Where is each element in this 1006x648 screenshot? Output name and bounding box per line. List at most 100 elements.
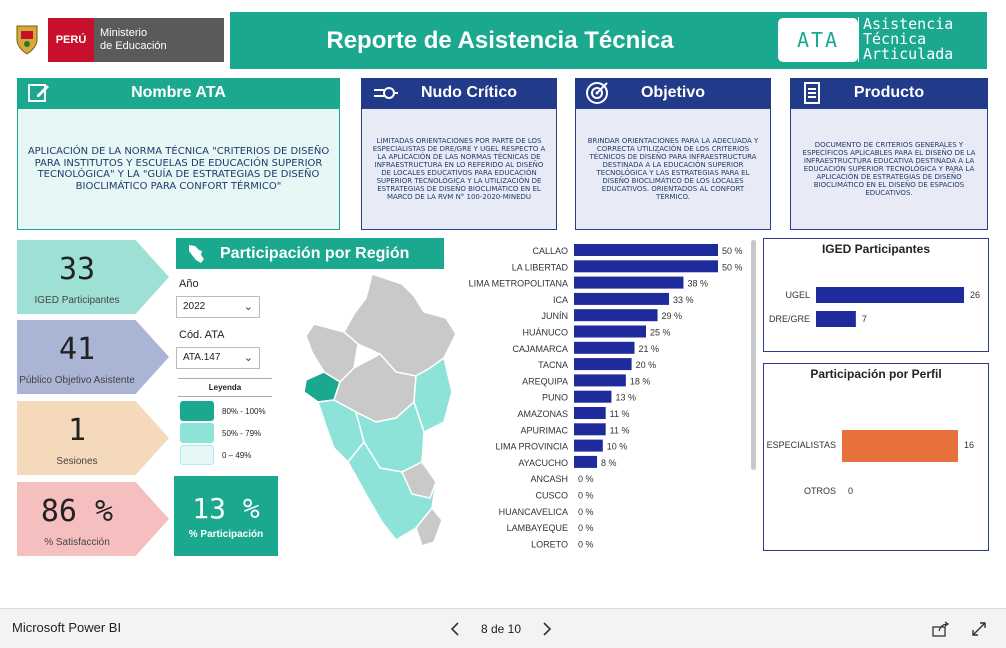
bar-category-label: ICA: [553, 295, 568, 305]
legend-swatch: [180, 401, 214, 421]
bar-value-label: 7: [862, 314, 867, 324]
ata-full-line: Asistencia: [863, 15, 954, 33]
bar-category-label: TACNA: [538, 360, 568, 370]
bar-value-label: 11 %: [610, 425, 630, 435]
kpi-iged-participantes: 33 IGED Participantes: [17, 240, 169, 314]
bar: [574, 292, 670, 305]
bar-category-label: HUÁNUCO: [522, 328, 568, 338]
bar-category-label: LA LIBERTAD: [512, 262, 569, 272]
ata-code-dropdown[interactable]: ATA.147 ⌄: [176, 347, 260, 369]
iged-panel: IGED Participantes UGEL 26 DRE/GRE 7: [763, 238, 989, 352]
kpi-label: Público Objetivo Asistente: [19, 375, 135, 386]
bar: [574, 439, 603, 452]
ata-badge: ATA: [778, 18, 858, 62]
participation-value: 13 %: [192, 492, 260, 525]
year-filter-label: Año: [179, 278, 199, 290]
bar-value-label: 38 %: [687, 279, 708, 289]
bar: [842, 430, 958, 462]
bar-value-label: 16: [964, 440, 974, 450]
ata-code-value: ATA.147: [183, 352, 221, 363]
bar: [816, 311, 856, 327]
map-icon: [189, 245, 204, 263]
target-icon: [586, 82, 608, 104]
page-navigator: 8 de 10: [446, 617, 556, 641]
share-button[interactable]: [932, 619, 950, 639]
kpi-value: 33: [58, 252, 96, 287]
year-dropdown[interactable]: 2022 ⌄: [176, 296, 260, 318]
bar-category-label: CALLAO: [532, 246, 568, 256]
bar-value-label: 33 %: [673, 295, 694, 305]
bar-category-label: CUSCO: [535, 491, 568, 501]
bar-value-label: 8 %: [601, 458, 617, 468]
legend-label: 80% - 100%: [222, 407, 266, 416]
bar-value-label: 50 %: [722, 262, 743, 272]
card-title: Nombre ATA: [131, 84, 226, 101]
expand-icon: [972, 622, 986, 636]
bar: [574, 325, 646, 338]
iged-panel-title: IGED Participantes: [821, 242, 931, 256]
card-header-producto: Producto: [790, 78, 988, 108]
kpi-value: 41: [58, 332, 96, 367]
kpi-satisfaccion: 86 % % Satisfacción: [17, 482, 169, 556]
card-body-nudo: LIMITADAS ORIENTACIONES POR PARTE DE LOS…: [361, 108, 557, 230]
bar-category-label: JUNÍN: [542, 311, 569, 321]
bar: [574, 244, 718, 256]
bar: [574, 407, 606, 419]
bar-value-label: 0 %: [578, 539, 594, 549]
year-dropdown-value: 2022: [183, 301, 206, 312]
bar-category-label: HUANCAVELICA: [499, 507, 568, 517]
bar-category-label: AMAZONAS: [517, 409, 568, 419]
card-body-objetivo: BRINDAR ORIENTACIONES PARA LA ADECUADA Y…: [575, 108, 771, 230]
bar: [574, 390, 612, 403]
bar-value-label: 0 %: [578, 523, 594, 533]
bar-category-label: DRE/GRE: [769, 314, 810, 324]
page-title: Reporte de Asistencia Técnica: [326, 26, 674, 54]
ministry-logo: PERÚ Ministerio de Educación: [6, 18, 224, 62]
fullscreen-button[interactable]: [970, 619, 988, 639]
bar-value-label: 11 %: [610, 409, 630, 419]
bar-value-label: 29 %: [662, 311, 683, 321]
bar-value-label: 21 %: [638, 344, 659, 354]
iged-chart-svg: UGEL 26 DRE/GRE 7: [769, 287, 980, 327]
chevron-left-icon: [450, 622, 459, 636]
bar: [574, 341, 635, 354]
ministry-name: Ministerio de Educación: [94, 27, 167, 53]
bar-category-label: APURIMAC: [520, 425, 568, 435]
ministry-line2: de Educación: [100, 40, 167, 52]
bar: [574, 358, 632, 371]
legend-divider: [178, 396, 272, 397]
card-body-producto: DOCUMENTO DE CRITERIOS GENERALES Y ESPEC…: [790, 108, 988, 230]
card-title: Nudo Crítico: [421, 84, 517, 101]
kpi-value: 86 %: [40, 494, 114, 529]
kpi-label: IGED Participantes: [34, 295, 120, 306]
bar-value-label: 26: [970, 290, 980, 300]
bar-category-label: AYACUCHO: [518, 458, 568, 468]
share-icon: [932, 621, 950, 637]
legend-title: Leyenda: [208, 383, 242, 392]
bar-value-label: 25 %: [650, 328, 671, 338]
perfil-panel-title: Participación por Perfil: [810, 367, 942, 381]
bar-category-label: CAJAMARCA: [512, 344, 568, 354]
legend-label: 50% - 79%: [222, 429, 262, 438]
bar-category-label: LAMBAYEQUE: [507, 523, 568, 533]
perfil-panel: Participación por Perfil ESPECIALISTAS 16…: [763, 363, 989, 551]
bar-value-label: 20 %: [636, 360, 657, 370]
card-title: Producto: [853, 84, 925, 101]
peru-map[interactable]: [284, 272, 464, 548]
next-page-button[interactable]: [538, 619, 556, 639]
region-panel-header: Participación por Región: [176, 238, 444, 269]
bar-value-label: 18 %: [630, 376, 651, 386]
document-icon: [804, 82, 820, 104]
prev-page-button[interactable]: [446, 619, 464, 639]
ministry-line1: Ministerio: [100, 27, 148, 39]
chart-scrollbar[interactable]: [751, 240, 756, 470]
bar-value-label: 0: [848, 486, 853, 496]
bar: [574, 455, 598, 468]
edit-icon: [28, 84, 49, 102]
map-legend: Leyenda 80% - 100% 50% - 79% 0 – 49%: [178, 378, 272, 470]
page-indicator: 8 de 10: [480, 622, 522, 636]
bar-category-label: PUNO: [542, 393, 568, 403]
legend-swatch: [180, 423, 214, 443]
bar-value-label: 50 %: [722, 246, 743, 256]
country-label: PERÚ: [48, 18, 94, 62]
